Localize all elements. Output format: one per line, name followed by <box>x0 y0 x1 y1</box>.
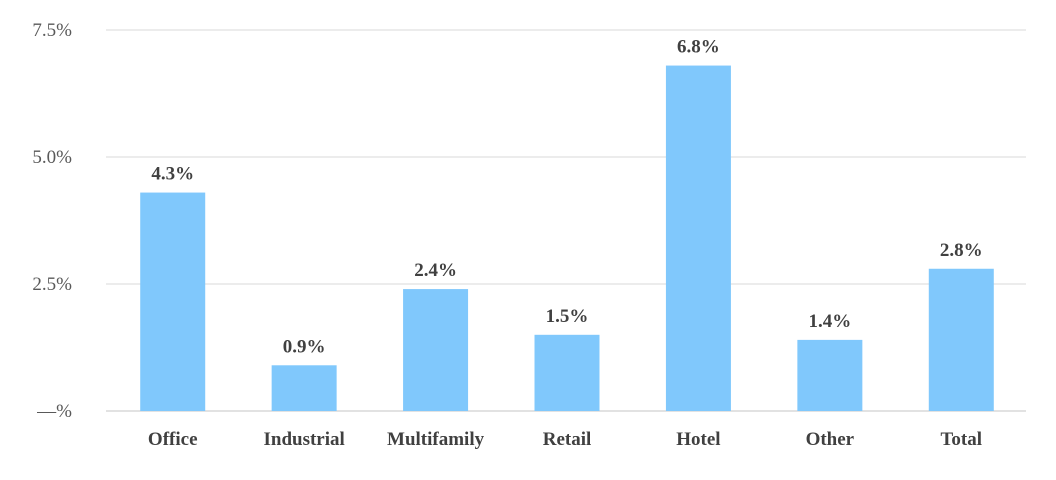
bar-hotel <box>665 65 731 411</box>
category-label-office: Office <box>148 429 198 450</box>
bar-total <box>928 268 994 411</box>
data-labels: 4.3% 0.9% 2.4% 1.5% 6.8% 1.4% 2.8% <box>151 37 982 358</box>
x-axis-category-labels: Office Industrial Multifamily Retail Hotel Ot… <box>148 429 982 450</box>
bars <box>140 65 994 411</box>
category-label-hotel: Hotel <box>676 429 720 450</box>
y-tick-label: —% <box>36 401 72 422</box>
y-axis-tick-labels: —% 2.5% 5.0% 7.5% <box>32 20 72 422</box>
category-label-multifamily: Multifamily <box>387 429 485 450</box>
category-label-retail: Retail <box>543 429 592 450</box>
data-label-office: 4.3% <box>151 164 194 185</box>
y-tick-label: 7.5% <box>32 20 72 41</box>
y-tick-label: 5.0% <box>32 147 72 168</box>
bar-retail <box>534 334 600 411</box>
category-label-other: Other <box>806 429 855 450</box>
data-label-retail: 1.5% <box>546 306 589 327</box>
data-label-hotel: 6.8% <box>677 37 720 58</box>
data-label-other: 1.4% <box>808 311 851 332</box>
category-label-industrial: Industrial <box>263 429 344 450</box>
bar-industrial <box>271 365 337 411</box>
bar-other <box>797 339 863 411</box>
bar-multifamily <box>403 289 469 411</box>
data-label-multifamily: 2.4% <box>414 260 457 281</box>
data-label-industrial: 0.9% <box>283 336 326 357</box>
data-label-total: 2.8% <box>940 240 983 261</box>
y-tick-label: 2.5% <box>32 274 72 295</box>
bar-office <box>140 192 206 411</box>
category-label-total: Total <box>941 429 983 450</box>
